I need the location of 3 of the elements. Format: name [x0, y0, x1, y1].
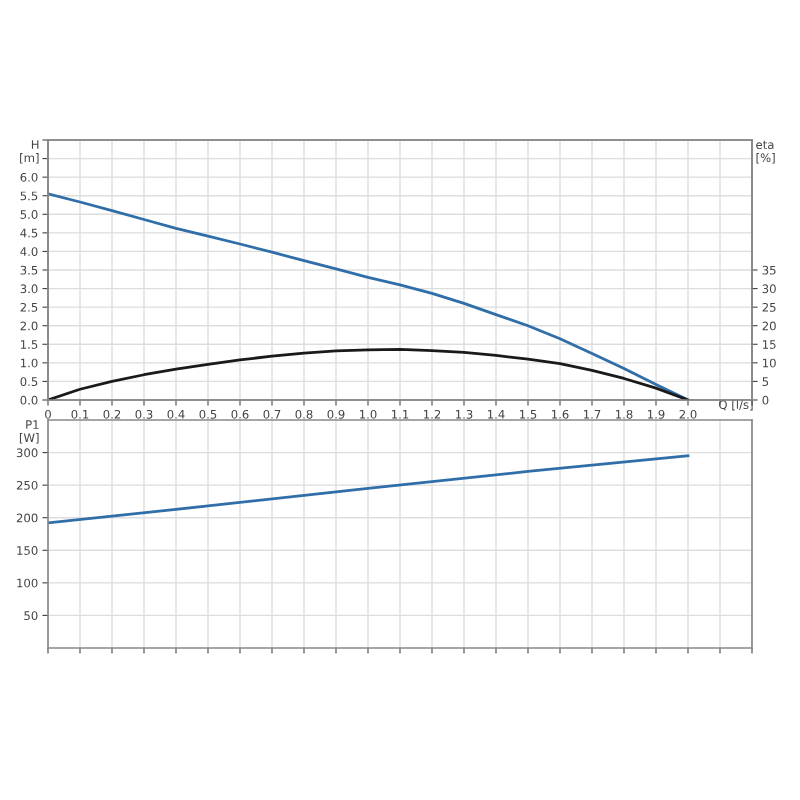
- line-series: [48, 192, 690, 400]
- line-series: [48, 348, 690, 400]
- line-series: [48, 454, 690, 525]
